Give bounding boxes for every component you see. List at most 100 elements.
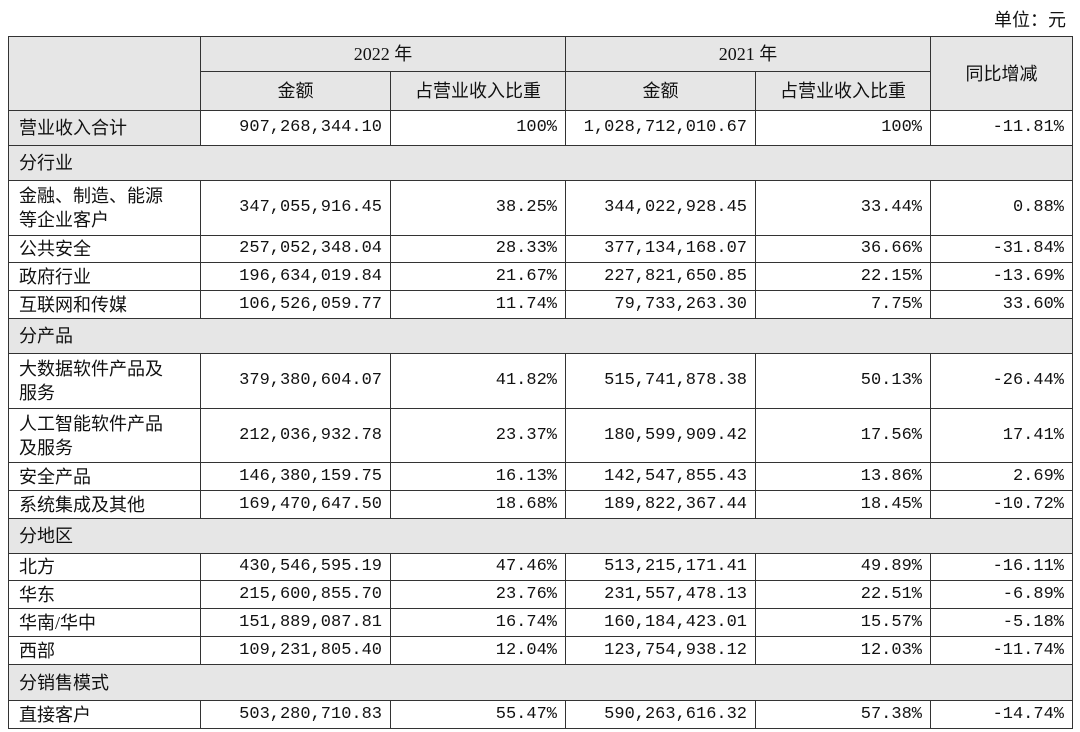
cell-value: 344,022,928.45 xyxy=(565,180,756,236)
cell-value: 151,889,087.81 xyxy=(200,608,391,637)
cell-value: 12.03% xyxy=(755,636,931,665)
row-label: 公共安全 xyxy=(8,235,201,263)
cell-value: 18.68% xyxy=(390,490,566,519)
data-row: 政府行业 196,634,019.84 21.67% 227,821,650.85 22… xyxy=(8,262,1073,291)
row-label: 安全产品 xyxy=(8,462,201,491)
row-label: 大数据软件产品及服务 xyxy=(8,353,201,409)
cell-value: 22.15% xyxy=(755,262,931,291)
cell-value: 109,231,805.40 xyxy=(200,636,391,665)
cell-value: -16.11% xyxy=(930,553,1073,581)
header-year: 2021 年 xyxy=(565,36,931,72)
row-label: 营业收入合计 xyxy=(8,110,201,146)
section-label: 分地区 xyxy=(8,518,1073,554)
unit-note: 单位：元 xyxy=(994,10,1066,30)
cell-value: 17.41% xyxy=(930,408,1073,463)
row-label: 西部 xyxy=(8,636,201,665)
cell-value: 21.67% xyxy=(390,262,566,291)
cell-value: 231,557,478.13 xyxy=(565,580,756,609)
cell-value: 55.47% xyxy=(390,700,566,729)
cell-value: 57.38% xyxy=(755,700,931,729)
cell-value: 13.86% xyxy=(755,462,931,491)
row-label: 北方 xyxy=(8,553,201,581)
cell-value: 160,184,423.01 xyxy=(565,608,756,637)
section-label: 分行业 xyxy=(8,145,1073,181)
cell-value: -11.74% xyxy=(930,636,1073,665)
section-row: 分行业 xyxy=(8,145,1073,181)
cell-value: 15.57% xyxy=(755,608,931,637)
data-row: 人工智能软件产品及服务 212,036,932.78 23.37% 180,599,9… xyxy=(8,408,1073,463)
cell-value: 430,546,595.19 xyxy=(200,553,391,581)
data-row: 直接客户 503,280,710.83 55.47% 590,263,616.32 57… xyxy=(8,700,1073,729)
cell-value: 503,280,710.83 xyxy=(200,700,391,729)
data-row: 安全产品 146,380,159.75 16.13% 142,547,855.43 13… xyxy=(8,462,1073,491)
cell-value: 36.66% xyxy=(755,235,931,263)
cell-value: 100% xyxy=(390,110,566,146)
cell-value: 100% xyxy=(755,110,931,146)
cell-value: 196,634,019.84 xyxy=(200,262,391,291)
section-row: 分销售模式 xyxy=(8,664,1073,701)
cell-value: 0.88% xyxy=(930,180,1073,236)
cell-value: 590,263,616.32 xyxy=(565,700,756,729)
cell-value: 22.51% xyxy=(755,580,931,609)
data-row: 北方 430,546,595.19 47.46% 513,215,171.41 49.8… xyxy=(8,553,1073,581)
cell-value: 79,733,263.30 xyxy=(565,290,756,319)
cell-value: 515,741,878.38 xyxy=(565,353,756,409)
revenue-table: 2022 年 2021 年 同比增减 金额 占营业收入比重 金额 占营业收入比重… xyxy=(8,36,1073,729)
data-row: 互联网和传媒 106,526,059.77 11.74% 79,733,263.30 7… xyxy=(8,290,1073,319)
cell-value: 347,055,916.45 xyxy=(200,180,391,236)
data-row: 西部 109,231,805.40 12.04% 123,754,938.12 12.0… xyxy=(8,636,1073,665)
cell-value: 212,036,932.78 xyxy=(200,408,391,463)
cell-value: 33.44% xyxy=(755,180,931,236)
cell-value: -5.18% xyxy=(930,608,1073,637)
cell-value: 907,268,344.10 xyxy=(200,110,391,146)
cell-value: 180,599,909.42 xyxy=(565,408,756,463)
cell-value: 227,821,650.85 xyxy=(565,262,756,291)
cell-value: 7.75% xyxy=(755,290,931,319)
cell-value: 215,600,855.70 xyxy=(200,580,391,609)
cell-value: 189,822,367.44 xyxy=(565,490,756,519)
cell-value: 377,134,168.07 xyxy=(565,235,756,263)
section-label: 分销售模式 xyxy=(8,664,1073,701)
data-row: 营业收入合计 907,268,344.10 100% 1,028,712,010.67… xyxy=(8,110,1073,146)
cell-value: -6.89% xyxy=(930,580,1073,609)
section-row: 分产品 xyxy=(8,318,1073,354)
cell-value: 41.82% xyxy=(390,353,566,409)
cell-value: -14.74% xyxy=(930,700,1073,729)
cell-value: 12.04% xyxy=(390,636,566,665)
data-row: 大数据软件产品及服务 379,380,604.07 41.82% 515,741,87… xyxy=(8,353,1073,409)
row-label: 人工智能软件产品及服务 xyxy=(8,408,201,463)
header-share: 占营业收入比重 xyxy=(755,71,931,111)
table-body: 营业收入合计 907,268,344.10 100% 1,028,712,010.67… xyxy=(8,110,1073,729)
row-label: 系统集成及其他 xyxy=(8,490,201,519)
cell-value: 16.13% xyxy=(390,462,566,491)
cell-value: 106,526,059.77 xyxy=(200,290,391,319)
cell-value: 123,754,938.12 xyxy=(565,636,756,665)
cell-value: 50.13% xyxy=(755,353,931,409)
header-row: 金额 占营业收入比重 金额 占营业收入比重 xyxy=(9,71,1073,111)
header-amount: 金额 xyxy=(565,71,756,111)
cell-value: -31.84% xyxy=(930,235,1073,263)
section-row: 分地区 xyxy=(8,518,1073,554)
cell-value: -13.69% xyxy=(930,262,1073,291)
cell-value: 146,380,159.75 xyxy=(200,462,391,491)
data-row: 公共安全 257,052,348.04 28.33% 377,134,168.07 36… xyxy=(8,235,1073,263)
cell-value: -10.72% xyxy=(930,490,1073,519)
cell-value: 23.76% xyxy=(390,580,566,609)
cell-value: -11.81% xyxy=(930,110,1073,146)
section-label: 分产品 xyxy=(8,318,1073,354)
cell-value: 33.60% xyxy=(930,290,1073,319)
header-year: 2022 年 xyxy=(200,36,566,72)
cell-value: 142,547,855.43 xyxy=(565,462,756,491)
data-row: 系统集成及其他 169,470,647.50 18.68% 189,822,367.4… xyxy=(8,490,1073,519)
cell-value: 379,380,604.07 xyxy=(200,353,391,409)
cell-value: 1,028,712,010.67 xyxy=(565,110,756,146)
header-amount: 金额 xyxy=(200,71,391,111)
row-label: 互联网和传媒 xyxy=(8,290,201,319)
row-label: 华东 xyxy=(8,580,201,609)
cell-value: 28.33% xyxy=(390,235,566,263)
row-label: 华南/华中 xyxy=(8,608,201,637)
row-label: 金融、制造、能源等企业客户 xyxy=(8,180,201,236)
header-yoy: 同比增减 xyxy=(930,36,1073,111)
cell-value: 17.56% xyxy=(755,408,931,463)
cell-value: 257,052,348.04 xyxy=(200,235,391,263)
